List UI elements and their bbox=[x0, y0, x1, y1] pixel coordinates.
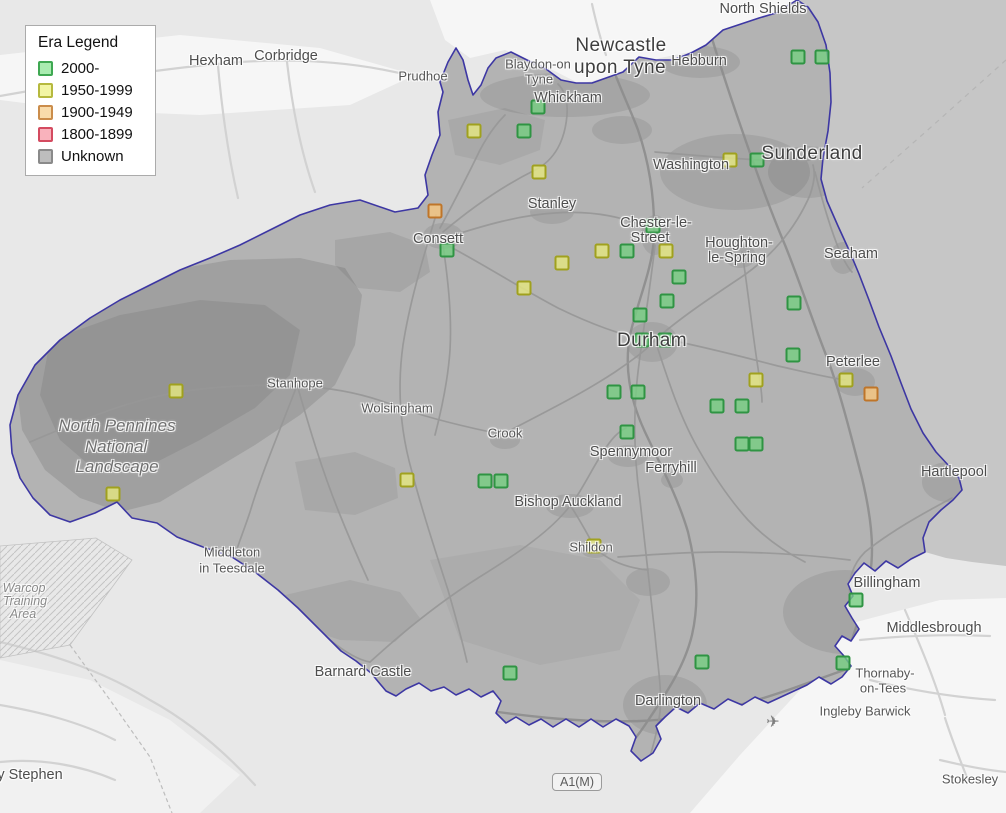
era-marker-2000[interactable] bbox=[439, 242, 455, 258]
era-marker-2000[interactable] bbox=[502, 665, 518, 681]
era-marker-1950[interactable] bbox=[516, 280, 532, 296]
era-marker-2000[interactable] bbox=[734, 436, 750, 452]
legend-items: 2000- 1950-1999 1900-1949 1800-1899 Unknown bbox=[38, 60, 145, 165]
era-marker-2000[interactable] bbox=[477, 473, 493, 489]
era-marker-2000[interactable] bbox=[785, 347, 801, 363]
era-marker-2000[interactable] bbox=[749, 152, 765, 168]
era-marker-1950[interactable] bbox=[531, 164, 547, 180]
legend-label: 1950-1999 bbox=[61, 82, 133, 99]
era-marker-1900[interactable] bbox=[863, 386, 879, 402]
era-marker-2000[interactable] bbox=[632, 307, 648, 323]
legend-item-1900: 1900-1949 bbox=[38, 104, 145, 121]
legend-label: 1800-1899 bbox=[61, 126, 133, 143]
era-marker-2000[interactable] bbox=[493, 473, 509, 489]
era-marker-2000[interactable] bbox=[734, 398, 750, 414]
era-marker-2000[interactable] bbox=[748, 436, 764, 452]
era-marker-2000[interactable] bbox=[814, 49, 830, 65]
era-marker-1950[interactable] bbox=[554, 255, 570, 271]
era-marker-2000[interactable] bbox=[694, 654, 710, 670]
legend-label: 2000- bbox=[61, 60, 100, 77]
era-marker-2000[interactable] bbox=[606, 384, 622, 400]
era-marker-1950[interactable] bbox=[168, 383, 184, 399]
era-marker-2000[interactable] bbox=[709, 398, 725, 414]
legend-swatch-1800 bbox=[38, 127, 53, 142]
era-marker-2000[interactable] bbox=[630, 384, 646, 400]
legend-item-unknown: Unknown bbox=[38, 148, 145, 165]
legend-swatch-1900 bbox=[38, 105, 53, 120]
era-marker-2000[interactable] bbox=[659, 293, 675, 309]
legend-label: Unknown bbox=[61, 148, 124, 165]
era-marker-2000[interactable] bbox=[645, 218, 661, 234]
era-marker-1900[interactable] bbox=[427, 203, 443, 219]
legend-swatch-1950 bbox=[38, 83, 53, 98]
era-marker-2000[interactable] bbox=[790, 49, 806, 65]
era-marker-1950[interactable] bbox=[838, 372, 854, 388]
legend-title: Era Legend bbox=[38, 34, 119, 51]
road-badge-a1m: A1(M) bbox=[551, 773, 603, 791]
legend-label: 1900-1949 bbox=[61, 104, 133, 121]
legend-item-1950: 1950-1999 bbox=[38, 82, 145, 99]
legend-item-2000: 2000- bbox=[38, 60, 145, 77]
era-marker-2000[interactable] bbox=[671, 269, 687, 285]
era-marker-1950[interactable] bbox=[105, 486, 121, 502]
era-marker-2000[interactable] bbox=[835, 655, 851, 671]
era-marker-2000[interactable] bbox=[634, 332, 650, 348]
era-marker-1950[interactable] bbox=[466, 123, 482, 139]
era-marker-1950[interactable] bbox=[722, 152, 738, 168]
era-legend[interactable]: Era Legend 2000- 1950-1999 1900-1949 1800-1… bbox=[25, 25, 156, 176]
era-marker-2000[interactable] bbox=[848, 592, 864, 608]
era-marker-2000[interactable] bbox=[619, 424, 635, 440]
era-marker-2000[interactable] bbox=[657, 332, 673, 348]
era-marker-2000[interactable] bbox=[516, 123, 532, 139]
era-marker-1950[interactable] bbox=[658, 243, 674, 259]
era-marker-2000[interactable] bbox=[786, 295, 802, 311]
era-marker-1950[interactable] bbox=[594, 243, 610, 259]
era-marker-1950[interactable] bbox=[748, 372, 764, 388]
era-marker-2000[interactable] bbox=[530, 99, 546, 115]
legend-swatch-2000 bbox=[38, 61, 53, 76]
legend-item-1800: 1800-1899 bbox=[38, 126, 145, 143]
era-marker-1950[interactable] bbox=[586, 538, 602, 554]
airport-icon: ✈ bbox=[766, 714, 780, 731]
era-marker-2000[interactable] bbox=[619, 243, 635, 259]
era-marker-1950[interactable] bbox=[399, 472, 415, 488]
legend-swatch-unknown bbox=[38, 149, 53, 164]
